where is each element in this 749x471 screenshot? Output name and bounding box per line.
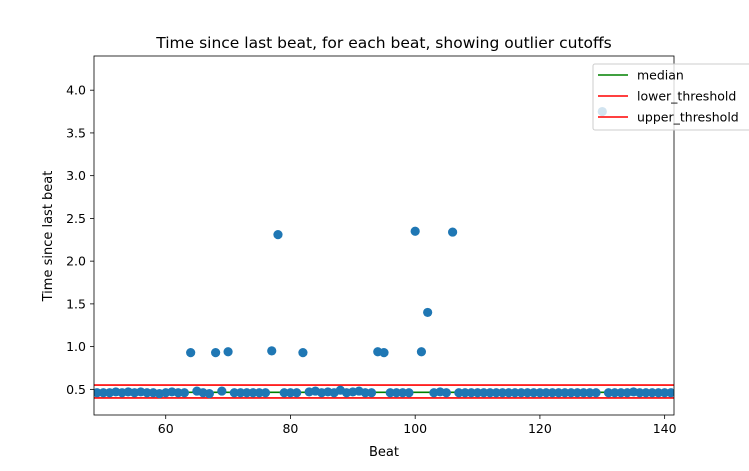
x-tick-label: 140 [653, 421, 677, 436]
y-tick-label: 3.0 [66, 168, 86, 183]
y-tick-label: 1.5 [66, 296, 86, 311]
data-point-33 [298, 348, 308, 358]
y-tick-label: 0.5 [66, 382, 86, 397]
data-point-15 [186, 348, 196, 358]
data-point-27 [260, 388, 271, 398]
y-tick-label: 3.5 [66, 125, 86, 140]
data-point-51 [410, 226, 420, 236]
y-tick-label: 1.0 [66, 339, 86, 354]
plot-frame [93, 55, 675, 416]
data-point-50 [404, 388, 414, 398]
data-point-92 [666, 388, 674, 398]
x-tick-label: 80 [282, 421, 298, 436]
y-tick-label: 2.5 [66, 211, 86, 226]
legend-label-median: median [637, 68, 684, 83]
data-point-20 [217, 386, 227, 396]
data-point-29 [273, 230, 283, 240]
y-axis: 0.5 1.0 1.5 2.0 2.5 3.0 3.5 4.0 [66, 83, 94, 397]
legend-label-upper-threshold: upper_threshold [637, 110, 739, 125]
data-point-57 [448, 227, 458, 237]
data-point-56 [441, 388, 451, 398]
legend-box [592, 63, 749, 131]
y-axis-label: Time since last beat [41, 171, 56, 303]
data-point-32 [292, 388, 302, 398]
x-tick-label: 120 [528, 421, 552, 436]
legend-label-lower-threshold: lower_threshold [637, 89, 736, 104]
y-tick-label: 4.0 [66, 83, 86, 98]
x-tick-label: 60 [158, 421, 174, 436]
y-tick-label: 2.0 [66, 254, 86, 269]
legend: median lower_threshold upper_threshold [592, 63, 749, 131]
data-point-19 [211, 348, 221, 358]
data-points [94, 106, 674, 399]
data-point-46 [379, 348, 389, 358]
data-point-14 [179, 388, 190, 398]
data-point-80 [591, 388, 601, 398]
x-tick-label: 100 [403, 421, 427, 436]
data-point-18 [204, 389, 214, 399]
x-axis-label: Beat [369, 445, 399, 460]
data-point-53 [423, 307, 433, 318]
chart-title: Time since last beat, for each beat, sho… [155, 34, 612, 52]
data-point-28 [267, 346, 277, 356]
data-point-21 [223, 347, 233, 357]
data-point-52 [416, 347, 427, 357]
data-point-44 [366, 388, 377, 398]
x-axis: 60 80 100 120 140 [158, 415, 677, 436]
